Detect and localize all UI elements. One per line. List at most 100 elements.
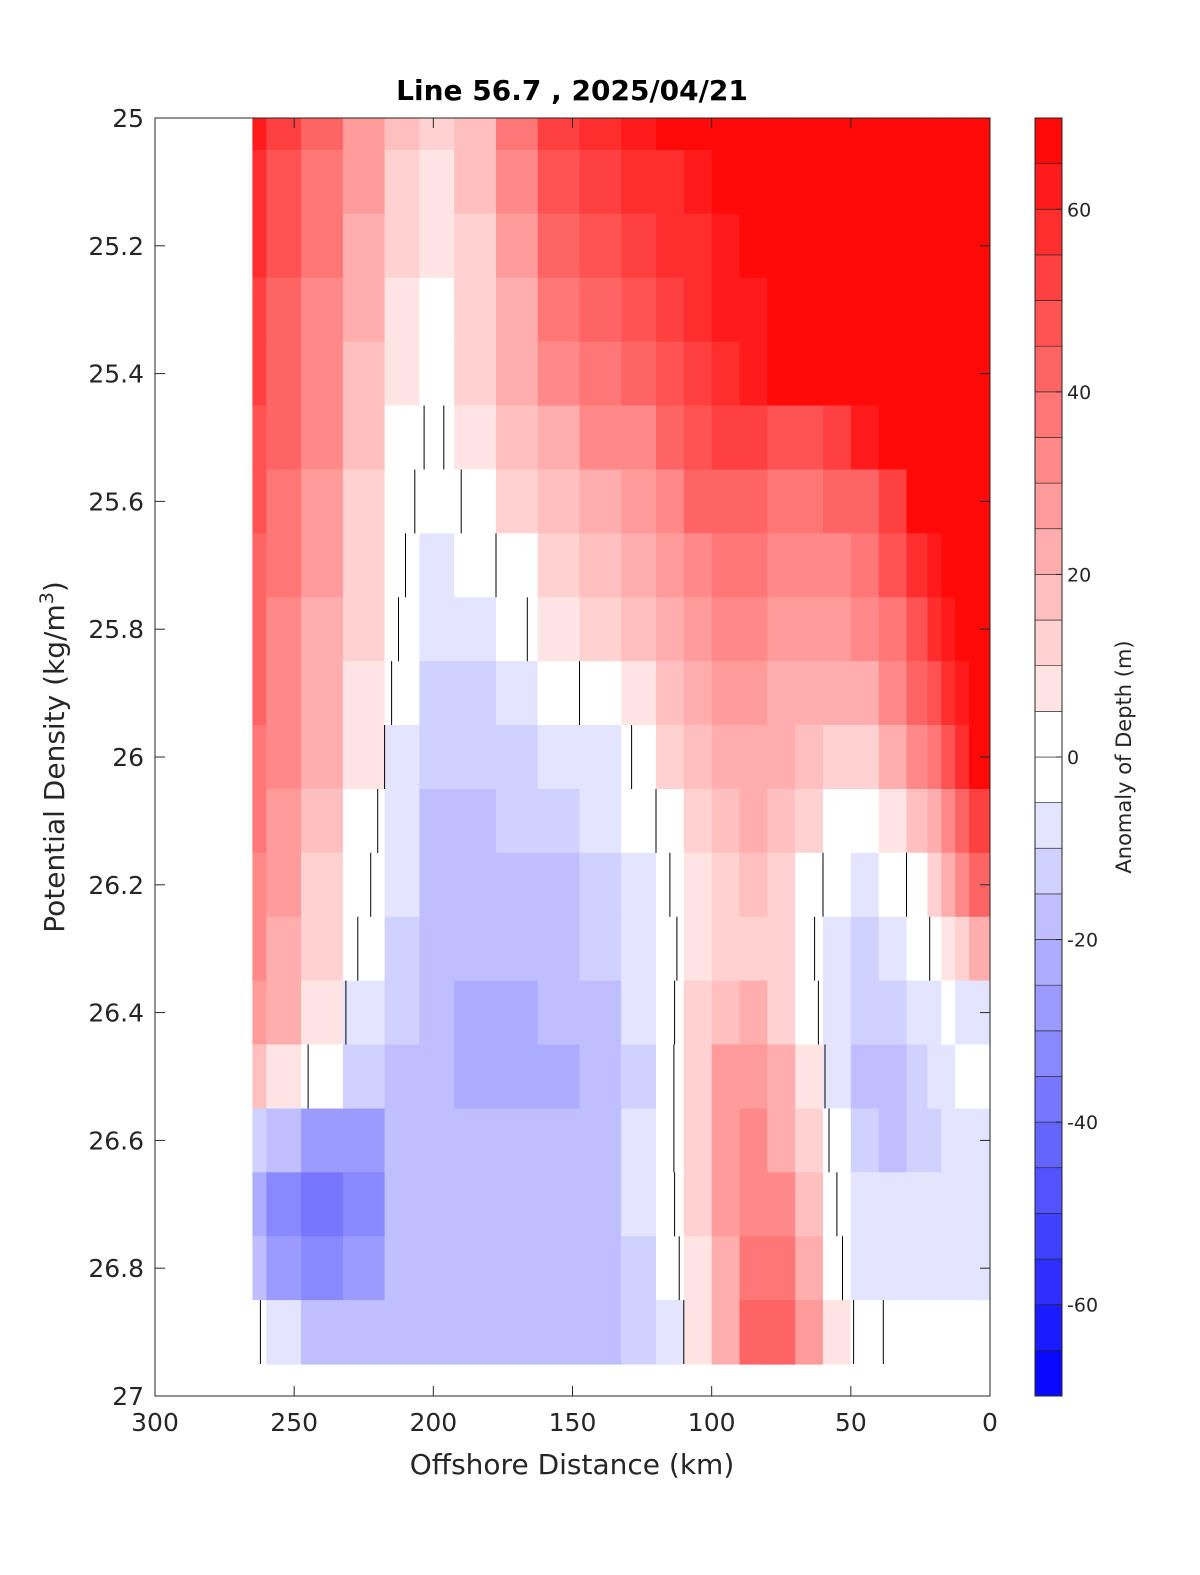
heatmap-cell [850,118,880,151]
heatmap-cell [496,597,539,662]
heatmap-cell [823,213,852,279]
heatmap-cell [683,789,713,854]
heatmap-cell [656,1172,685,1237]
heatmap-cell [537,916,581,982]
heatmap-cell [252,597,267,662]
heatmap-cell [301,150,344,215]
heatmap-cell [496,1300,539,1365]
heatmap-cell [537,852,581,918]
heatmap-cell [656,405,685,470]
heatmap-cell [252,661,267,726]
heatmap-cell [850,1044,880,1109]
heatmap-cell [419,1236,455,1301]
heatmap-cell [683,118,713,151]
heatmap-cell [878,725,908,790]
heatmap-cell [252,1300,267,1365]
colorbar-block [1034,1304,1063,1351]
heatmap-cell [683,980,713,1046]
colorbar-block [1034,756,1063,803]
heatmap-cell [941,1108,956,1173]
y-tick-label: 26 [112,743,144,772]
heatmap-cell [767,980,796,1046]
heatmap-cell [795,661,824,726]
heatmap-cell [537,1108,581,1173]
heatmap-cell [795,341,824,407]
colorbar-label: Anomaly of Depth (m) [1112,640,1136,873]
heatmap-cell [711,1172,741,1237]
heatmap-cell [683,469,713,534]
colorbar-block [1034,847,1063,895]
heatmap-cell [454,725,497,790]
heatmap-cell [621,118,657,151]
heatmap-cell [496,725,539,790]
heatmap-cell [537,1172,581,1237]
heatmap-cell [927,1300,942,1365]
heatmap-cell [906,277,928,343]
heatmap-cell [969,980,990,1046]
heatmap-cell [878,789,908,854]
heatmap-cell [496,1236,539,1301]
heatmap-cell [266,916,302,982]
y-tick-label: 26.2 [88,871,144,900]
heatmap-cell [823,1300,852,1365]
heatmap-cell [656,1300,685,1365]
heatmap-cell [969,916,990,982]
heatmap-cell [384,1236,420,1301]
heatmap-cell [969,150,990,215]
heatmap-cell [621,213,657,279]
heatmap-cell [656,980,685,1046]
heatmap-cell [419,150,455,215]
heatmap-cell [795,980,824,1046]
heatmap-cell [711,277,741,343]
heatmap-cell [878,277,908,343]
heatmap-cell [454,661,497,726]
heatmap-cell [342,1236,386,1301]
heatmap-cell [683,150,713,215]
heatmap-cell [252,852,267,918]
heatmap-cell [252,213,267,279]
heatmap-cell [739,1172,768,1237]
heatmap-cell [906,789,928,854]
heatmap-cell [711,597,741,662]
heatmap-cell [823,725,852,790]
heatmap-cell [739,852,768,918]
colorbar-block [1034,1258,1063,1305]
heatmap-cell [252,1172,267,1237]
colorbar-block [1034,711,1063,758]
heatmap-cell [419,341,455,407]
heatmap-cell [906,725,928,790]
heatmap-cell [767,1236,796,1301]
heatmap-cell [739,916,768,982]
heatmap-cell [342,213,386,279]
heatmap-cell [419,277,455,343]
heatmap-cell [767,1044,796,1109]
heatmap-cell [739,1044,768,1109]
heatmap-cell [621,150,657,215]
heatmap-cell [795,1108,824,1173]
heatmap-cell [795,213,824,279]
heatmap-cell [537,469,581,534]
heatmap-cell [906,405,928,470]
heatmap-cell [955,725,970,790]
heatmap-cell [621,916,657,982]
heatmap-cell [384,405,420,470]
heatmap-cell [621,277,657,343]
x-axis: 300 250 200 150 100 50 0 [131,118,998,1437]
heatmap-cell [384,980,420,1046]
heatmap-cell [656,469,685,534]
heatmap-cell [656,118,685,151]
heatmap-cell [419,980,455,1046]
heatmap-cell [384,725,420,790]
heatmap-cell [384,1300,420,1365]
heatmap-cell [906,213,928,279]
heatmap-cell [955,916,970,982]
heatmap-cell [739,150,768,215]
heatmap-cell [739,405,768,470]
heatmap-cell [739,213,768,279]
y-tick-label: 26.4 [88,999,144,1028]
heatmap-cell [621,1236,657,1301]
heatmap-cell [739,661,768,726]
colorbar-block [1034,1076,1063,1123]
heatmap-cell [266,277,302,343]
heatmap-cell [941,725,956,790]
